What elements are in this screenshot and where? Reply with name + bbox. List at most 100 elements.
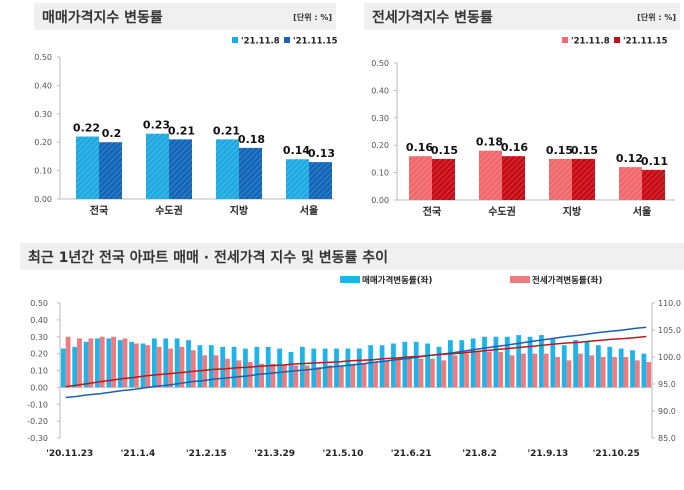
bar: [299, 346, 305, 388]
bar-hatch: [216, 139, 239, 199]
bar: [88, 338, 94, 388]
bar: [527, 336, 533, 388]
title-band: [364, 3, 680, 30]
bar: [95, 338, 100, 388]
title-band: [20, 243, 684, 270]
legend-swatch: [562, 37, 568, 43]
data-label: 0.23: [143, 119, 170, 132]
bar: [573, 340, 578, 388]
y-tick-label: 0.40: [371, 86, 389, 95]
data-label: 0.11: [641, 155, 668, 168]
y-tick-label-left: 0.10: [30, 367, 48, 376]
legend-swatch: [510, 276, 530, 283]
bar: [470, 338, 476, 388]
bar: [316, 367, 321, 388]
bar: [475, 351, 481, 388]
x-tick-label: '21.1.4: [121, 449, 156, 459]
x-tick-label: '21.9.13: [527, 449, 568, 459]
bar: [174, 338, 180, 388]
y-tick-label-left: 0.40: [30, 316, 48, 325]
bar: [391, 343, 396, 388]
bar: [168, 348, 173, 388]
legend-swatch: [614, 37, 620, 43]
bar: [111, 336, 117, 388]
bar: [578, 353, 583, 388]
bar: [493, 336, 499, 388]
category-label: 지방: [563, 205, 582, 218]
bar-hatch: [572, 158, 595, 200]
y-tick-label: 0.40: [34, 81, 52, 90]
category-label: 수도권: [155, 205, 183, 217]
bar: [418, 358, 424, 388]
bar: [140, 343, 146, 388]
data-label: 0.18: [476, 136, 503, 149]
bar: [270, 363, 276, 388]
bar: [368, 345, 374, 388]
title-band: [34, 3, 336, 30]
bar-hatch: [286, 159, 309, 199]
bar: [247, 362, 253, 388]
bar: [356, 348, 362, 388]
category-label: 지방: [230, 204, 249, 217]
bar-hatch: [146, 133, 169, 199]
y-tick-label-left: 0.00: [30, 383, 48, 392]
data-label: 0.18: [238, 133, 265, 146]
bar-hatch: [76, 136, 99, 199]
bar-hatch: [239, 147, 262, 199]
bar: [129, 341, 134, 388]
bar: [402, 341, 408, 388]
y-tick-label-right: 95.0: [658, 380, 676, 389]
y-tick-label-right: 90.0: [658, 407, 676, 416]
x-tick-label: '21.3.29: [254, 449, 295, 459]
category-label: 전국: [423, 205, 441, 218]
bar: [197, 345, 203, 388]
unit-label: [단위 : %]: [293, 12, 332, 22]
bar-hatch: [432, 158, 455, 200]
bar: [117, 340, 123, 388]
bar: [83, 341, 89, 388]
bar: [612, 357, 617, 388]
bar-hatch: [99, 142, 122, 199]
legend-label: '21.11.8: [241, 37, 280, 47]
y-tick-label: 0.20: [34, 138, 52, 147]
bar-hatch: [409, 156, 432, 200]
data-label: 0.12: [616, 152, 643, 165]
data-label: 0.13: [308, 147, 335, 160]
bar: [509, 355, 515, 388]
x-tick-label: '20.11.23: [46, 449, 93, 459]
bar: [498, 351, 504, 388]
bar-hatch: [642, 169, 665, 200]
legend-label: 전세가격변동률(좌): [532, 275, 602, 286]
bar: [600, 357, 606, 388]
data-label: 0.21: [213, 124, 240, 137]
bar: [630, 350, 635, 388]
bar: [395, 358, 401, 388]
y-tick-label-left: -0.10: [27, 400, 48, 409]
y-tick-label-right: 85.0: [658, 434, 676, 443]
bar: [208, 345, 214, 388]
y-tick-label: 0.50: [34, 53, 52, 62]
index-line: [65, 335, 647, 388]
y-tick-label: 0.20: [371, 141, 389, 150]
bar: [145, 345, 151, 388]
data-label: 0.15: [431, 144, 458, 157]
bar: [584, 341, 590, 388]
y-tick-label-left: 0.50: [30, 299, 48, 308]
data-label: 0.16: [406, 141, 433, 154]
y-tick-label-left: -0.30: [27, 434, 48, 443]
bar: [60, 348, 66, 388]
bar: [72, 346, 78, 388]
bar: [436, 346, 442, 388]
x-tick-label: '21.2.15: [186, 449, 227, 459]
bar: [452, 355, 458, 388]
bar: [413, 341, 419, 388]
data-label: 0.16: [501, 141, 528, 154]
x-tick-label: '21.5.10: [322, 449, 363, 459]
category-label: 수도권: [488, 206, 516, 218]
bar-hatch: [502, 156, 525, 200]
bar: [156, 346, 162, 388]
y-tick-label: 0.00: [371, 196, 389, 205]
data-label: 0.15: [546, 144, 573, 157]
legend-label: '21.11.8: [571, 37, 610, 47]
bar: [190, 350, 196, 388]
